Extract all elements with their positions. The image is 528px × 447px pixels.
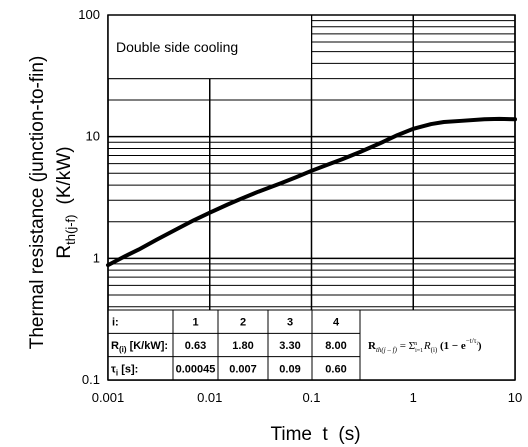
table-header-cell: 2 [240,317,246,329]
y-axis-label-line2: Rth(j-f) (K/kW) [54,146,78,258]
formula-part: i [476,342,478,347]
table-header-cell: 1 [192,317,198,329]
table-row-label-subscript: (i) [119,345,127,354]
table-cell: 0.00045 [176,363,216,375]
x-tick-label: 1 [410,390,417,405]
formula-part: n [414,341,417,347]
y-axis-label-unit: (K/kW) [54,146,75,204]
table-cell: 0.007 [229,363,257,375]
x-tick-label: 0.01 [197,390,222,405]
formula-part: (i) [431,346,438,354]
x-tick-label: 0.1 [302,390,320,405]
formula-part: R [368,340,377,352]
plot-frame [107,14,516,381]
annotation-text: Double side cooling [116,39,238,55]
y-axis-label-line1: Thermal resistance (junction-to-fin) [27,56,48,350]
formula-part: = [397,340,409,352]
table-cell: 3.30 [279,340,300,352]
table-header-cell: 3 [287,317,293,329]
formula-part: Σ [409,340,415,352]
y-tick-labels: 0.1 1 10 100 [78,7,100,387]
y-tick-label: 1 [93,250,100,265]
table-row-label-symbol: τ [111,363,116,375]
formula-part: R [421,340,431,352]
y-tick-label: 10 [86,129,100,144]
table-cell: 0.63 [185,340,206,352]
table-row-label-symbol: R [111,340,119,352]
table-cell: 8.00 [325,340,346,352]
x-tick-labels: 0.001 0.01 0.1 1 10 [92,390,523,405]
x-axis-label: Time t (s) [270,424,360,445]
data-series-line [106,116,517,268]
formula-part: −t/τ [466,337,477,345]
formula-part: i=1 [415,348,423,354]
table-cell: 0.09 [279,363,300,375]
table-row-label-unit: [s]: [118,363,138,375]
table-cell: 1.80 [232,340,253,352]
table-row-label-unit: [K/kW]: [127,340,169,352]
table-row-label: τi [s]: [111,363,138,377]
x-tick-label: 10 [508,390,522,405]
y-axis-label-subscript: th(j-f) [63,214,78,244]
table-row-label: R(i) [K/kW]: [111,340,168,354]
formula-part: ) [478,340,482,352]
formula-part: th(j – f) [376,346,398,354]
x-tick-label: 0.001 [92,390,125,405]
formula: Rth(j – f) = Σi=1n R(i) (1 − e−t/τi) [368,337,482,354]
formula-part: (1 − e [437,340,466,352]
table-header-cell: 4 [333,317,340,329]
table-row-label-subscript: i [116,368,118,377]
y-axis-label: Thermal resistance (junction-to-fin) Rth… [27,56,78,350]
y-axis-label-symbol: R [54,245,75,259]
y-tick-label: 0.1 [82,372,100,387]
y-tick-label: 100 [78,7,100,22]
table-header-label: i: [112,317,119,329]
table-cell: 0.60 [325,363,346,375]
annotation-box [107,14,312,80]
